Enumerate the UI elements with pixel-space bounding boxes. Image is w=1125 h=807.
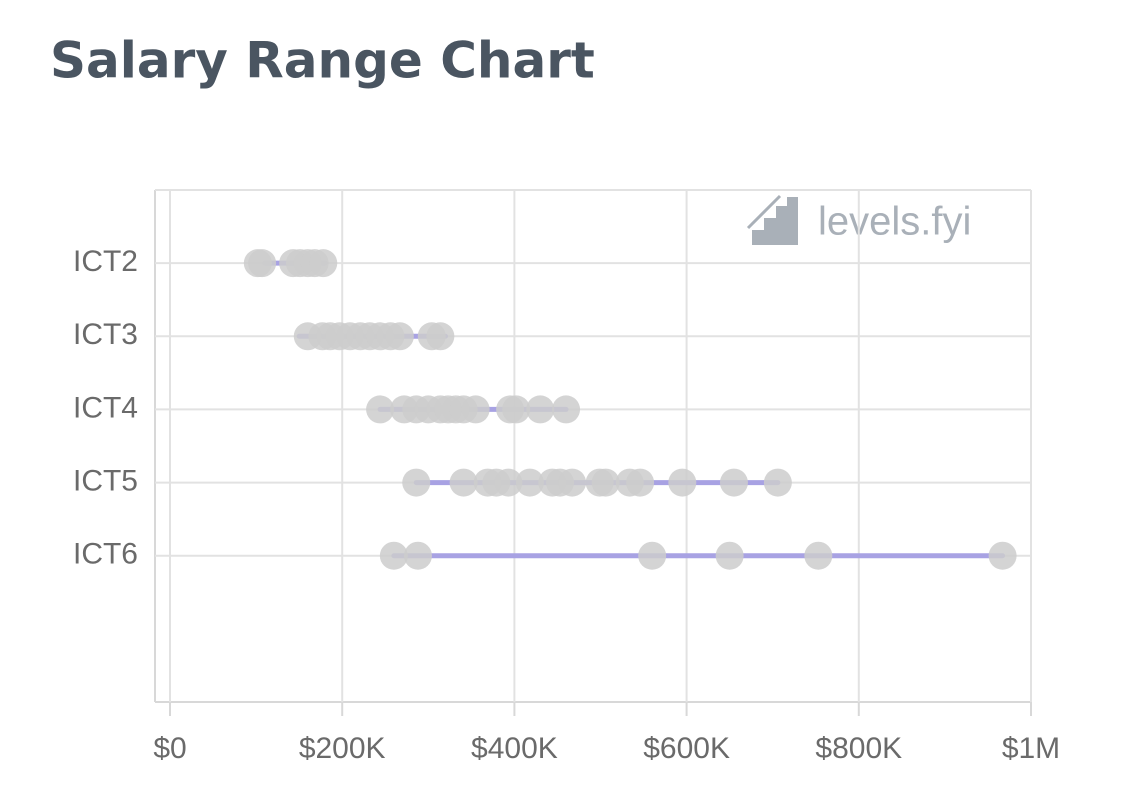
salary-point	[591, 468, 620, 497]
salary-point	[638, 541, 667, 570]
salary-point	[526, 395, 555, 424]
salary-point	[763, 468, 792, 497]
x-tick-label: $0	[153, 732, 186, 765]
y-tick-label: ICT2	[73, 245, 138, 278]
salary-point	[309, 249, 338, 278]
salary-point	[402, 468, 431, 497]
x-tick-label: $400K	[471, 732, 558, 765]
chart-title: Salary Range Chart	[50, 32, 595, 90]
x-tick-label: $800K	[815, 732, 902, 765]
salary-point	[626, 468, 655, 497]
salary-point	[426, 322, 455, 351]
salary-point	[552, 395, 581, 424]
salary-point	[988, 541, 1017, 570]
watermark: levels.fyi	[818, 200, 971, 244]
x-tick-label: $600K	[643, 732, 730, 765]
salary-point	[558, 468, 587, 497]
y-tick-label: ICT6	[73, 538, 138, 571]
x-tick-label: $1M	[1002, 732, 1060, 765]
salary-point	[385, 322, 414, 351]
y-tick-label: ICT3	[73, 318, 138, 351]
y-tick-label: ICT4	[73, 391, 138, 424]
salary-point	[804, 541, 833, 570]
salary-point	[248, 249, 277, 278]
salary-point	[502, 395, 531, 424]
salary-point	[379, 541, 408, 570]
salary-point	[449, 468, 478, 497]
salary-point	[461, 395, 490, 424]
salary-point	[719, 468, 748, 497]
salary-point	[668, 468, 697, 497]
watermark-icon	[746, 194, 798, 245]
salary-point	[515, 468, 544, 497]
salary-point	[715, 541, 744, 570]
y-tick-label: ICT5	[73, 464, 138, 497]
salary-point	[403, 541, 432, 570]
salary-point	[366, 395, 395, 424]
salary-point	[494, 468, 523, 497]
x-tick-label: $200K	[299, 732, 386, 765]
